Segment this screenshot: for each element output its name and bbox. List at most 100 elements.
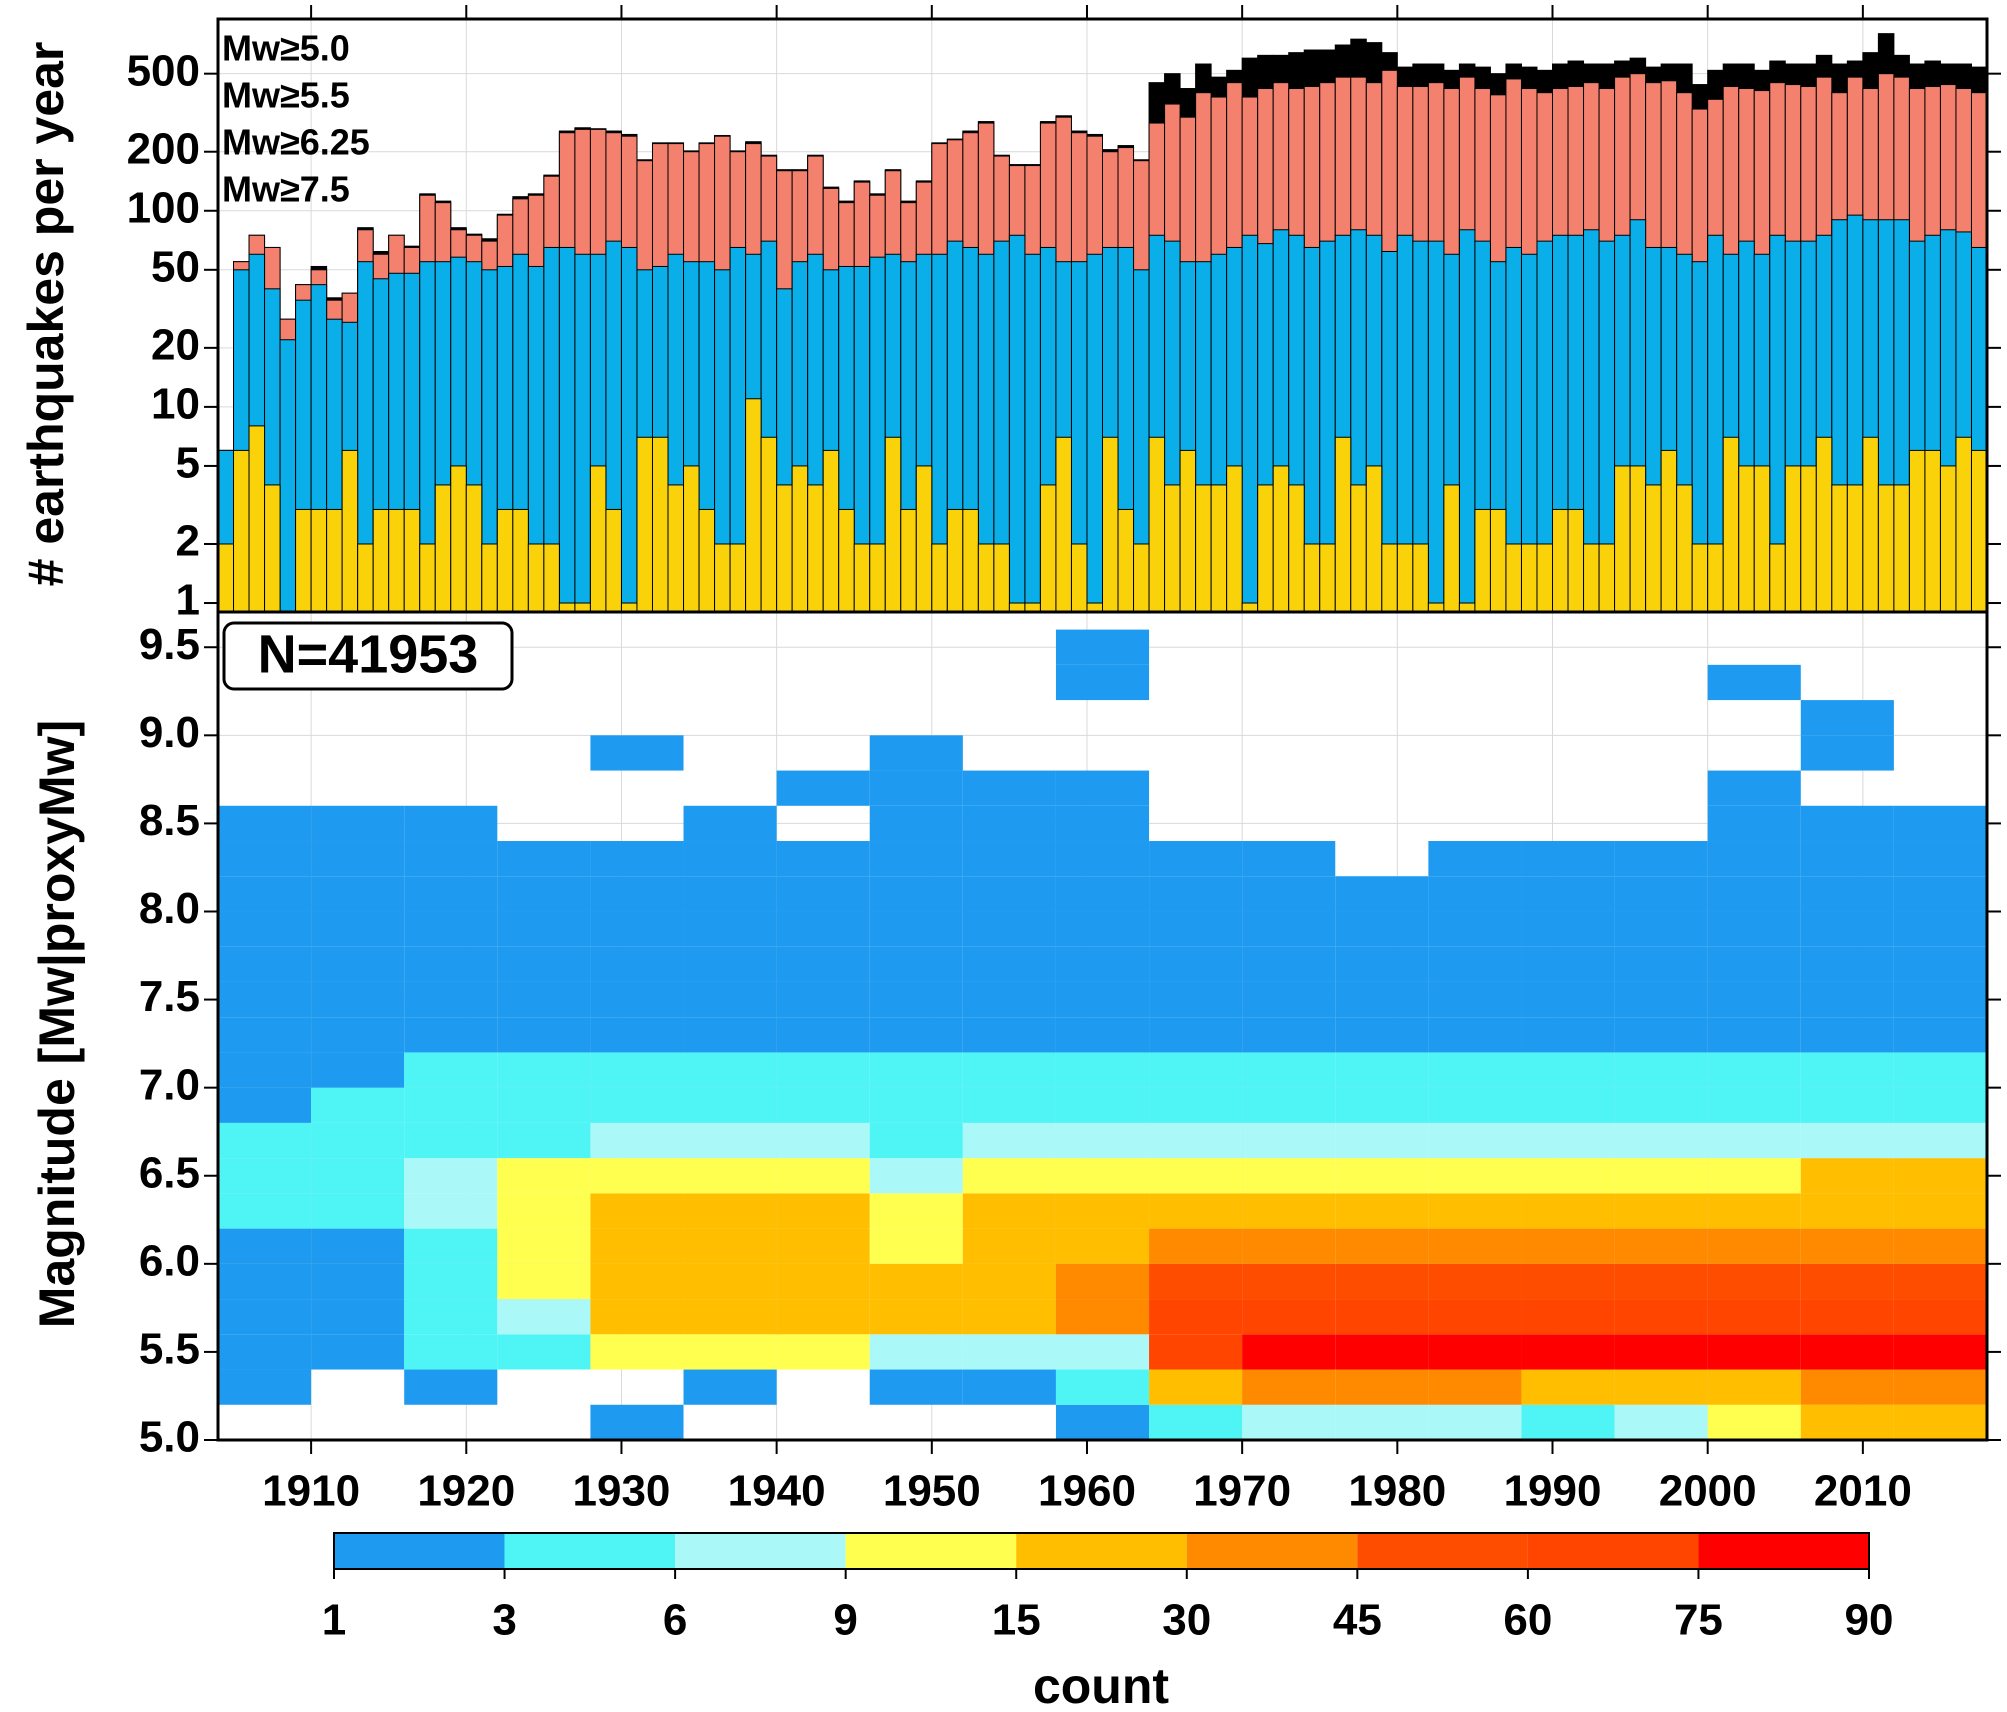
heatmap-cell (869, 1158, 963, 1194)
heatmap-cell (1055, 1263, 1150, 1300)
y-tick-label: 500 (127, 46, 200, 95)
heatmap-cell (590, 1087, 684, 1123)
heatmap-cell (1707, 770, 1801, 806)
heatmap-cell (776, 1017, 870, 1053)
bar (450, 465, 467, 613)
heatmap-cell (1893, 1334, 1987, 1370)
heatmap-cell (1242, 1299, 1336, 1335)
heatmap-cell (1800, 735, 1894, 771)
heatmap-cell (218, 911, 312, 947)
heatmap-cell (404, 841, 498, 877)
heatmap-cell (404, 1087, 498, 1123)
legend-label: Mw≥5.5 (222, 75, 350, 116)
heatmap-cell (1800, 946, 1894, 982)
heatmap-cell (590, 1404, 684, 1440)
heatmap-cell (776, 1052, 870, 1088)
bar (869, 543, 886, 613)
heatmap-cell (1428, 1052, 1522, 1088)
bar (1831, 484, 1848, 613)
heatmap-cell (497, 1334, 591, 1370)
heatmap-cell (1614, 1087, 1708, 1123)
heatmap-cell (1335, 876, 1429, 912)
heatmap-cell (1707, 1263, 1801, 1300)
heatmap-cell (1335, 1017, 1429, 1053)
heatmap-cell (497, 1228, 591, 1264)
colorbar-tick-label: 6 (663, 1596, 687, 1645)
heatmap-cell (1149, 841, 1243, 877)
heatmap-cell (1242, 1122, 1336, 1159)
heatmap-cell (1521, 1087, 1615, 1123)
heatmap-cell (869, 876, 963, 912)
heatmap-cell (776, 1193, 870, 1229)
heatmap-cell (1614, 1017, 1708, 1053)
heatmap-cell (497, 841, 591, 877)
bar (403, 508, 421, 613)
bar (1908, 449, 1926, 613)
heatmap-cell (1521, 1158, 1615, 1194)
bar (1272, 465, 1290, 613)
bar (1846, 484, 1864, 613)
heatmap-cell (869, 805, 963, 842)
heatmap-cell (1614, 1228, 1708, 1264)
heatmap-cell (1707, 1122, 1801, 1159)
bar (1117, 508, 1135, 613)
colorbar-swatch (1527, 1533, 1699, 1569)
heatmap-cell (1893, 1299, 1987, 1335)
heatmap-cell (869, 1299, 963, 1335)
colorbar-swatch (334, 1533, 505, 1569)
bar (589, 465, 607, 613)
heatmap-cell (1055, 1158, 1150, 1194)
heatmap-cell (1335, 1158, 1429, 1194)
heatmap-cell (1893, 981, 1987, 1018)
heatmap-cell (683, 981, 777, 1018)
heatmap-cell (1800, 1052, 1894, 1088)
heatmap-cell (1428, 1017, 1522, 1053)
y-tick-label: 1 (176, 576, 200, 625)
heatmap-cell (590, 911, 684, 947)
heatmap-cell (497, 911, 591, 947)
bar (1008, 234, 1026, 613)
heatmap-cell (1521, 1122, 1615, 1159)
heatmap-cell (590, 1334, 684, 1370)
bar (326, 508, 343, 613)
heatmap-cell (311, 1228, 405, 1264)
heatmap-cell (1521, 911, 1615, 947)
bar (729, 543, 747, 613)
heatmap-cell (311, 805, 405, 842)
bar (1691, 543, 1709, 613)
bar (760, 436, 778, 613)
legend-label: Mw≥6.25 (222, 122, 370, 163)
bar (1303, 543, 1321, 613)
heatmap-cell (1335, 1087, 1429, 1123)
heatmap-cell (1242, 1228, 1336, 1264)
colorbar-swatch (845, 1533, 1017, 1569)
heatmap-cell (1800, 876, 1894, 912)
heatmap-cell (1800, 1369, 1894, 1405)
heatmap-cell (776, 1087, 870, 1123)
heatmap-cell (1055, 1052, 1150, 1088)
bar (264, 484, 281, 613)
bar (1660, 449, 1678, 613)
y-tick-label: 9.0 (139, 708, 200, 757)
heatmap-cell (1055, 1404, 1150, 1440)
y-tick-label: 5.5 (139, 1325, 200, 1374)
heatmap-cell (404, 1263, 498, 1300)
heatmap-cell (776, 770, 870, 806)
heatmap-cell (1707, 981, 1801, 1018)
heatmap-cell (776, 1299, 870, 1335)
bar (1334, 436, 1352, 613)
heatmap-cell (311, 1334, 405, 1370)
heatmap-cell (869, 981, 963, 1018)
x-tick-label: 2010 (1814, 1467, 1912, 1516)
heatmap-cell (311, 1087, 405, 1123)
heatmap-cell (404, 911, 498, 947)
heatmap-cell (1614, 1158, 1708, 1194)
heatmap-cell (590, 735, 684, 771)
bar (1039, 484, 1057, 613)
heatmap-cell (962, 805, 1056, 842)
bar (605, 508, 622, 613)
heatmap-cell (404, 1122, 498, 1159)
heatmap-cell (1614, 876, 1708, 912)
heatmap-cell (1055, 1017, 1150, 1053)
